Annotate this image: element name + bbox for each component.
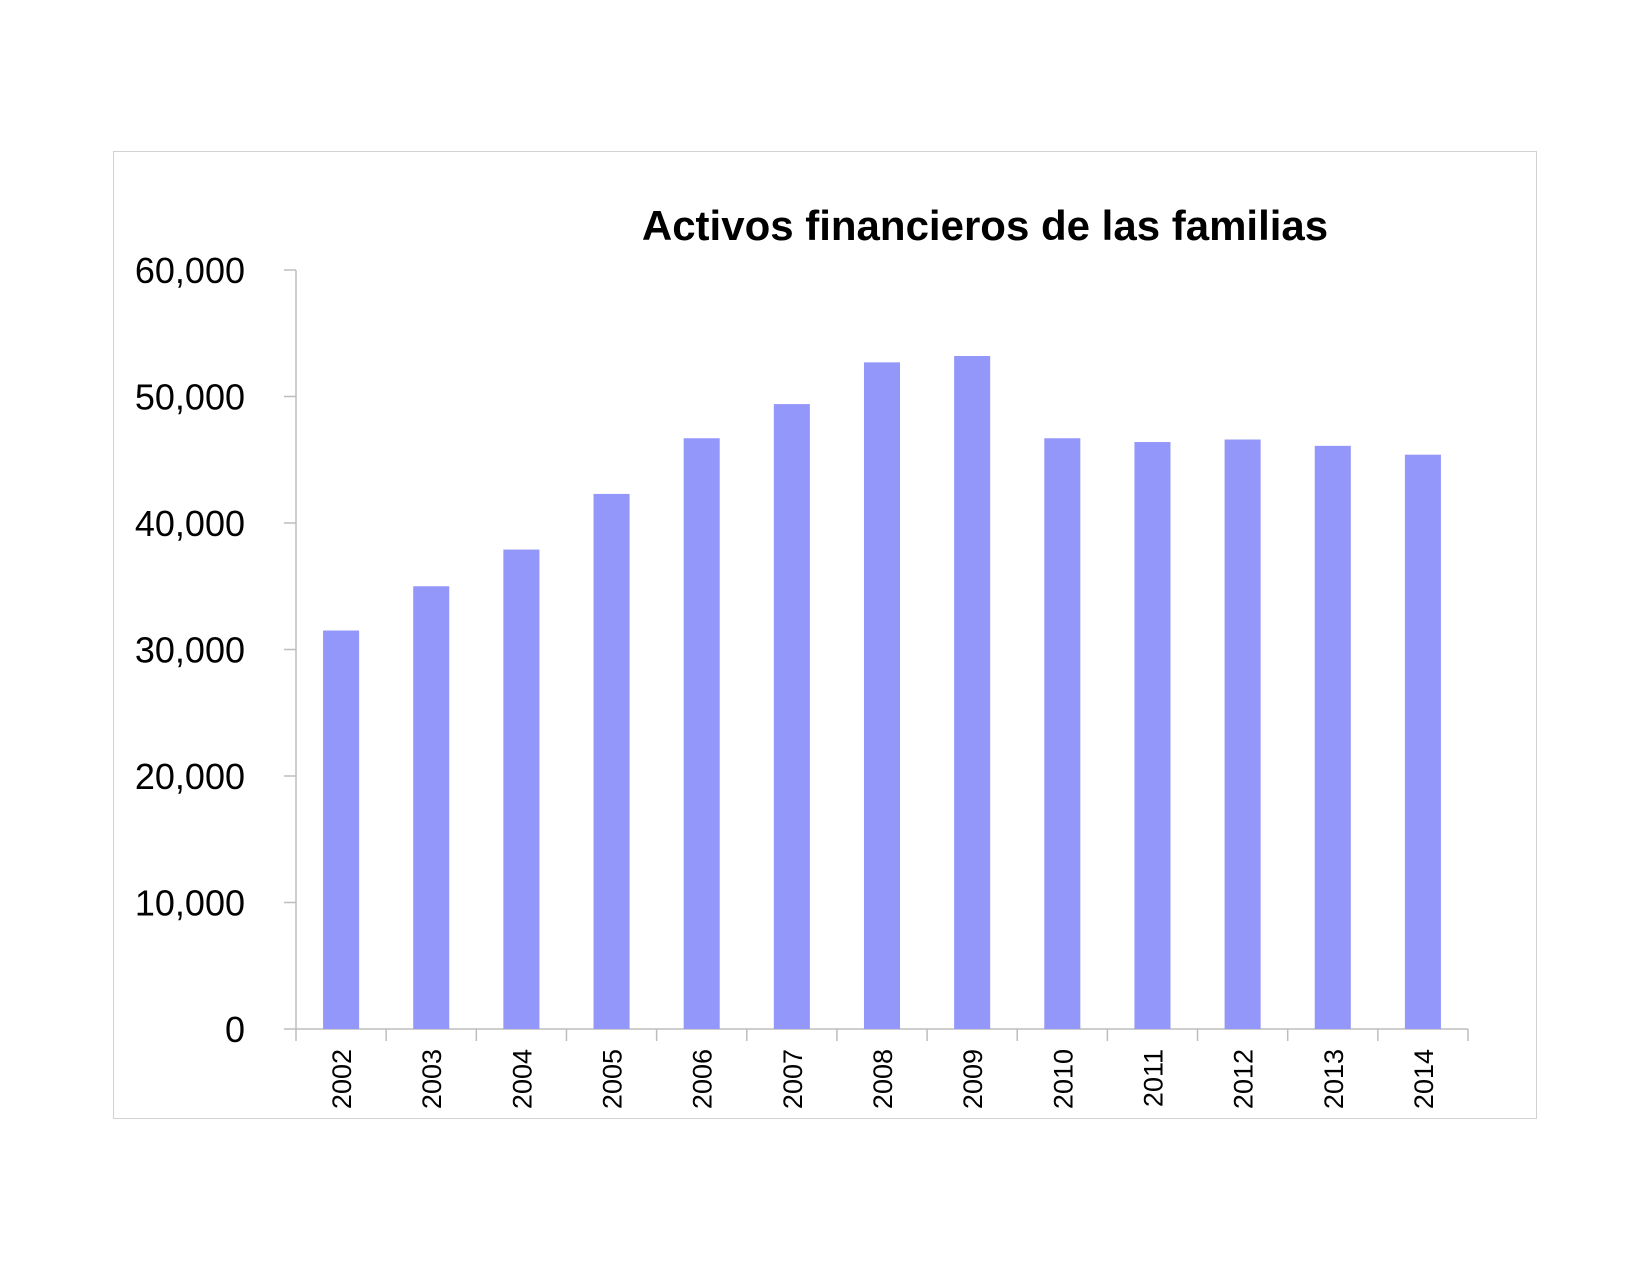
y-tick-label: 50,000 [135,377,245,418]
x-tick-label: 2006 [688,1049,718,1109]
bar-2013 [1314,445,1351,1030]
bar-2011 [1134,442,1171,1029]
bar-2002 [323,630,360,1029]
bar-2004 [503,549,540,1029]
bar-2005 [593,493,630,1029]
y-tick-label: 30,000 [135,630,245,671]
bar-2014 [1404,454,1441,1029]
y-tick-label: 0 [225,1009,245,1050]
chart-frame: Activos financieros de las familias 0 10,… [113,151,1537,1119]
bar-2003 [413,586,450,1029]
y-tick-label: 40,000 [135,503,245,544]
x-tick-label: 2005 [598,1049,628,1109]
x-tick-label: 2009 [958,1049,988,1109]
bar-2012 [1224,439,1261,1029]
bar-series [323,356,1441,1030]
bar-chart: Activos financieros de las familias 0 10,… [135,202,1469,1109]
x-tick-label: 2011 [1138,1049,1168,1107]
bar-2010 [1044,438,1081,1029]
x-tick-label: 2002 [327,1049,357,1109]
x-tick-label: 2003 [417,1049,447,1109]
x-tick-label: 2008 [868,1049,898,1109]
x-tick-label: 2013 [1319,1049,1349,1109]
y-tick-label: 10,000 [135,883,245,924]
bar-2008 [863,362,901,1030]
x-axis: 2002 2003 2004 2005 2006 2007 2008 2009 2010 2011… [295,1028,1469,1109]
x-tick-label: 2004 [507,1049,537,1109]
chart-title: Activos financieros de las familias [642,202,1328,249]
y-axis: 0 10,000 20,000 30,000 40,000 50,000 60,000 [135,250,297,1050]
bar-2007 [773,404,810,1030]
x-tick-label: 2012 [1229,1049,1259,1109]
y-tick-label: 60,000 [135,250,245,291]
x-tick-label: 2010 [1048,1049,1078,1109]
bar-2006 [683,438,720,1029]
x-tick-label: 2007 [778,1049,808,1109]
x-tick-label: 2014 [1409,1049,1439,1109]
bar-2009 [954,356,991,1029]
y-tick-label: 20,000 [135,756,245,797]
